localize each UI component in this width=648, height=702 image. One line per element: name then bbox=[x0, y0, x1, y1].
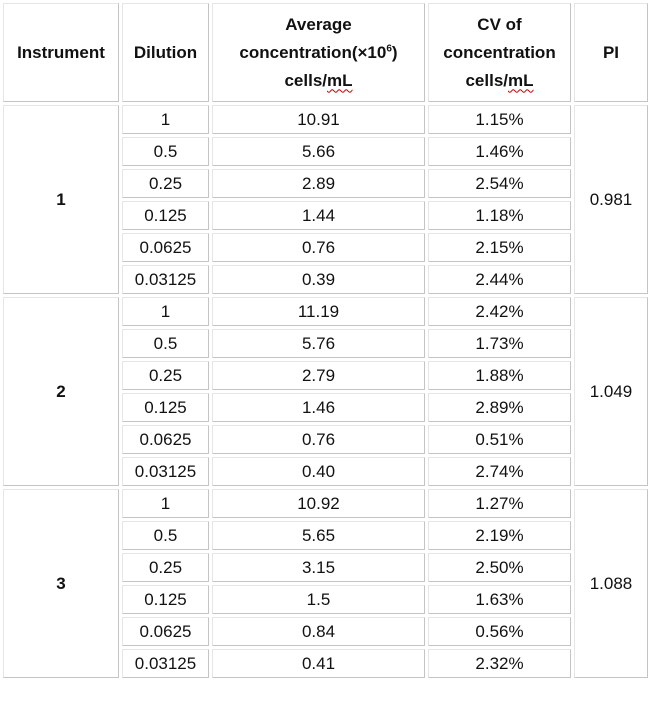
average-concentration-cell: 5.65 bbox=[212, 521, 425, 550]
average-concentration-cell: 5.66 bbox=[212, 137, 425, 166]
table-row: 0.5 5.65 2.19% bbox=[3, 521, 648, 550]
cv-cell: 1.63% bbox=[428, 585, 571, 614]
average-concentration-cell: 0.76 bbox=[212, 425, 425, 454]
cv-cell: 2.50% bbox=[428, 553, 571, 582]
instrument-cell: 3 bbox=[3, 489, 119, 678]
pi-cell: 1.049 bbox=[574, 297, 648, 486]
cv-cell: 2.74% bbox=[428, 457, 571, 486]
average-concentration-cell: 1.46 bbox=[212, 393, 425, 422]
average-concentration-cell: 0.40 bbox=[212, 457, 425, 486]
table-row: 0.125 1.46 2.89% bbox=[3, 393, 648, 422]
data-table: Instrument Dilution Average concentratio… bbox=[3, 3, 648, 678]
table-row: 3 1 10.92 1.27% 1.088 bbox=[3, 489, 648, 678]
table-row: 2 1 11.19 2.42% 1.049 bbox=[3, 297, 648, 486]
instrument-cell: 1 bbox=[3, 105, 119, 294]
table-row: 0.0625 0.76 0.51% bbox=[3, 425, 648, 454]
instrument-cell: 2 bbox=[3, 297, 119, 486]
average-concentration-cell: 11.19 bbox=[212, 297, 425, 326]
cv-cell: 0.51% bbox=[428, 425, 571, 454]
table-row: 0.03125 0.41 2.32% bbox=[3, 649, 648, 678]
cv-cell: 1.46% bbox=[428, 137, 571, 166]
cv-cell: 2.89% bbox=[428, 393, 571, 422]
cv-cell: 2.54% bbox=[428, 169, 571, 198]
dilution-cell: 0.0625 bbox=[122, 617, 209, 646]
dilution-cell: 0.125 bbox=[122, 585, 209, 614]
table-row: 0.0625 0.84 0.56% bbox=[3, 617, 648, 646]
table-row: 0.0625 0.76 2.15% bbox=[3, 233, 648, 262]
header-instrument: Instrument bbox=[3, 3, 119, 102]
cv-cell: 2.15% bbox=[428, 233, 571, 262]
cv-cell: 2.42% bbox=[428, 297, 571, 326]
average-concentration-cell: 10.92 bbox=[212, 489, 425, 518]
average-concentration-cell: 0.39 bbox=[212, 265, 425, 294]
cv-cell: 1.88% bbox=[428, 361, 571, 390]
dilution-cell: 1 bbox=[122, 297, 209, 326]
pi-cell: 1.088 bbox=[574, 489, 648, 678]
dilution-cell: 0.03125 bbox=[122, 457, 209, 486]
header-row: Instrument Dilution Average concentratio… bbox=[3, 3, 648, 102]
cv-cell: 2.19% bbox=[428, 521, 571, 550]
average-concentration-cell: 10.91 bbox=[212, 105, 425, 134]
header-average-concentration: Average concentration(×106) cells/mL bbox=[212, 3, 425, 102]
table-row: 0.25 2.89 2.54% bbox=[3, 169, 648, 198]
cv-cell: 1.27% bbox=[428, 489, 571, 518]
header-dilution: Dilution bbox=[122, 3, 209, 102]
average-concentration-cell: 0.41 bbox=[212, 649, 425, 678]
average-concentration-cell: 2.89 bbox=[212, 169, 425, 198]
table-row: 0.125 1.5 1.63% bbox=[3, 585, 648, 614]
average-concentration-cell: 2.79 bbox=[212, 361, 425, 390]
average-concentration-cell: 5.76 bbox=[212, 329, 425, 358]
average-concentration-cell: 3.15 bbox=[212, 553, 425, 582]
header-cv-line3: cells/mL bbox=[465, 70, 534, 90]
header-avg-line1: Average bbox=[285, 14, 352, 34]
average-concentration-cell: 1.44 bbox=[212, 201, 425, 230]
table-row: 1 1 10.91 1.15% 0.981 bbox=[3, 105, 648, 294]
table-row: 0.03125 0.39 2.44% bbox=[3, 265, 648, 294]
dilution-cell: 0.03125 bbox=[122, 265, 209, 294]
dilution-cell: 1 bbox=[122, 105, 209, 134]
dilution-cell: 0.125 bbox=[122, 201, 209, 230]
dilution-cell: 0.125 bbox=[122, 393, 209, 422]
average-concentration-cell: 0.84 bbox=[212, 617, 425, 646]
header-avg-line3: cells/mL bbox=[284, 70, 353, 90]
dilution-cell: 0.03125 bbox=[122, 649, 209, 678]
table-row: 0.5 5.76 1.73% bbox=[3, 329, 648, 358]
cv-cell: 1.15% bbox=[428, 105, 571, 134]
header-pi: PI bbox=[574, 3, 648, 102]
dilution-cell: 0.5 bbox=[122, 329, 209, 358]
header-cv-line1: CV of bbox=[477, 14, 522, 34]
header-cv-concentration: CV of concentration cells/mL bbox=[428, 3, 571, 102]
table-row: 0.25 3.15 2.50% bbox=[3, 553, 648, 582]
dilution-cell: 0.0625 bbox=[122, 425, 209, 454]
dilution-cell: 0.5 bbox=[122, 521, 209, 550]
header-avg-line2: concentration(×106) bbox=[239, 42, 398, 62]
pi-cell: 0.981 bbox=[574, 105, 648, 294]
cv-cell: 2.32% bbox=[428, 649, 571, 678]
cv-cell: 0.56% bbox=[428, 617, 571, 646]
table-row: 0.5 5.66 1.46% bbox=[3, 137, 648, 166]
table-row: 0.03125 0.40 2.74% bbox=[3, 457, 648, 486]
dilution-cell: 0.25 bbox=[122, 169, 209, 198]
dilution-cell: 0.25 bbox=[122, 553, 209, 582]
table-row: 0.125 1.44 1.18% bbox=[3, 201, 648, 230]
average-concentration-cell: 0.76 bbox=[212, 233, 425, 262]
cv-cell: 1.73% bbox=[428, 329, 571, 358]
dilution-cell: 1 bbox=[122, 489, 209, 518]
average-concentration-cell: 1.5 bbox=[212, 585, 425, 614]
cv-cell: 1.18% bbox=[428, 201, 571, 230]
dilution-cell: 0.0625 bbox=[122, 233, 209, 262]
cv-cell: 2.44% bbox=[428, 265, 571, 294]
dilution-cell: 0.5 bbox=[122, 137, 209, 166]
header-cv-line2: concentration bbox=[443, 42, 556, 62]
table-row: 0.25 2.79 1.88% bbox=[3, 361, 648, 390]
dilution-cell: 0.25 bbox=[122, 361, 209, 390]
